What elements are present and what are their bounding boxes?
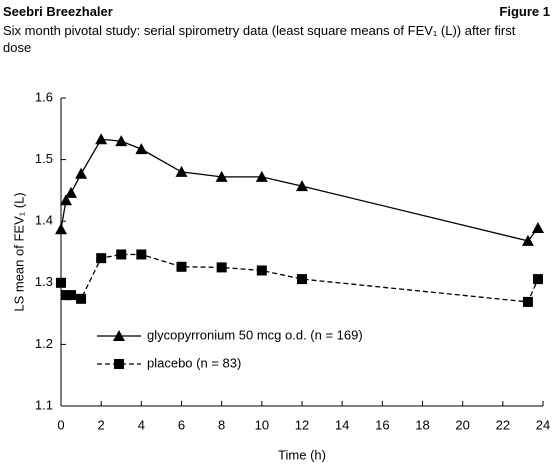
- header-title: Seebri Breezhaler: [3, 4, 113, 19]
- x-tick-label: 2: [98, 417, 105, 432]
- marker: [297, 274, 307, 285]
- marker: [65, 186, 78, 198]
- x-tick-label: 18: [415, 417, 429, 432]
- marker: [55, 223, 67, 235]
- y-tick-label: 1.2: [35, 336, 53, 351]
- x-tick-label: 16: [375, 417, 389, 432]
- marker: [60, 194, 73, 206]
- x-tick-label: 22: [496, 417, 510, 432]
- marker: [215, 170, 228, 182]
- x-axis-label: Time (h): [278, 447, 326, 462]
- legend-marker: [114, 359, 124, 369]
- marker: [136, 249, 147, 260]
- legend-label: placebo (n = 83): [147, 355, 241, 370]
- x-tick-label: 8: [218, 417, 225, 432]
- marker: [76, 293, 87, 304]
- marker: [115, 135, 128, 147]
- legend-label: glycopyrronium 50 mcg o.d. (n = 169): [147, 327, 363, 342]
- marker: [66, 290, 77, 301]
- subtitle: Six month pivotal study: serial spiromet…: [3, 23, 516, 55]
- marker: [75, 167, 88, 179]
- y-axis-label: LS mean of FEV₁ (L): [11, 192, 26, 311]
- x-tick-label: 6: [178, 417, 185, 432]
- marker: [296, 180, 308, 192]
- x-tick-label: 0: [57, 417, 64, 432]
- marker: [175, 165, 188, 177]
- x-tick-label: 10: [255, 417, 269, 432]
- marker: [61, 290, 72, 301]
- marker: [256, 265, 267, 276]
- marker: [531, 221, 544, 233]
- marker: [176, 261, 187, 272]
- marker: [216, 262, 227, 273]
- x-tick-label: 20: [455, 417, 469, 432]
- marker: [96, 253, 107, 264]
- marker: [522, 296, 533, 307]
- x-tick-label: 14: [335, 417, 349, 432]
- y-tick-label: 1.3: [35, 274, 53, 289]
- marker: [532, 274, 543, 285]
- x-tick-label: 12: [295, 417, 309, 432]
- marker: [116, 249, 127, 260]
- figure-label: Figure 1: [499, 4, 550, 19]
- x-tick-label: 24: [536, 417, 550, 432]
- marker: [255, 170, 268, 182]
- marker: [521, 234, 534, 246]
- x-tick-label: 4: [138, 417, 145, 432]
- marker: [95, 133, 108, 145]
- legend-marker: [113, 330, 125, 341]
- y-tick-label: 1.1: [35, 397, 53, 412]
- marker: [56, 277, 66, 288]
- y-tick-label: 1.6: [35, 89, 53, 104]
- y-tick-label: 1.4: [35, 213, 53, 228]
- marker: [135, 143, 148, 155]
- y-tick-label: 1.5: [35, 151, 53, 166]
